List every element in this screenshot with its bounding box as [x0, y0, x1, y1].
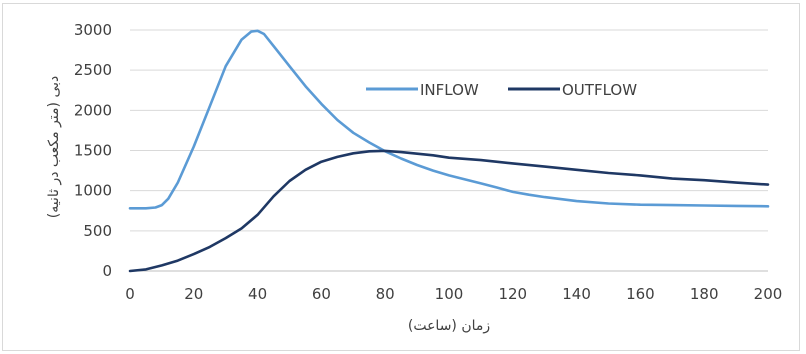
x-tick-label: 120 [498, 285, 527, 303]
x-tick-label: 60 [312, 285, 331, 303]
x-tick-label: 80 [376, 285, 395, 303]
y-tick-label: 1500 [74, 142, 112, 160]
legend-label: OUTFLOW [562, 81, 637, 99]
x-axis-ticks: 0 20 40 60 80 100 120 140 160 180 200 [125, 285, 782, 303]
y-tick-label: 2000 [74, 101, 112, 119]
x-tick-label: 0 [125, 285, 135, 303]
legend: INFLOW OUTFLOW [366, 81, 637, 99]
x-tick-label: 20 [184, 285, 203, 303]
y-axis-title: دبی (متر مکعب در ثانیه) [46, 76, 62, 219]
y-tick-label: 3000 [74, 21, 112, 39]
x-tick-label: 180 [690, 285, 719, 303]
x-tick-label: 160 [626, 285, 655, 303]
x-tick-label: 40 [248, 285, 267, 303]
y-tick-label: 2500 [74, 61, 112, 79]
y-tick-label: 0 [102, 262, 112, 280]
y-tick-label: 1000 [74, 182, 112, 200]
legend-label: INFLOW [420, 81, 479, 99]
x-tick-label: 200 [754, 285, 783, 303]
x-tick-label: 140 [562, 285, 591, 303]
series-line-inflow [128, 29, 770, 210]
gridlines [130, 29, 768, 232]
series-line-outflow [128, 149, 770, 273]
series-lines [128, 29, 770, 273]
x-tick-label: 100 [435, 285, 464, 303]
y-tick-label: 500 [83, 222, 112, 240]
y-axis-ticks: 0 500 1000 1500 2000 2500 3000 [74, 21, 112, 280]
x-axis-title: زمان (ساعت) [408, 318, 490, 334]
